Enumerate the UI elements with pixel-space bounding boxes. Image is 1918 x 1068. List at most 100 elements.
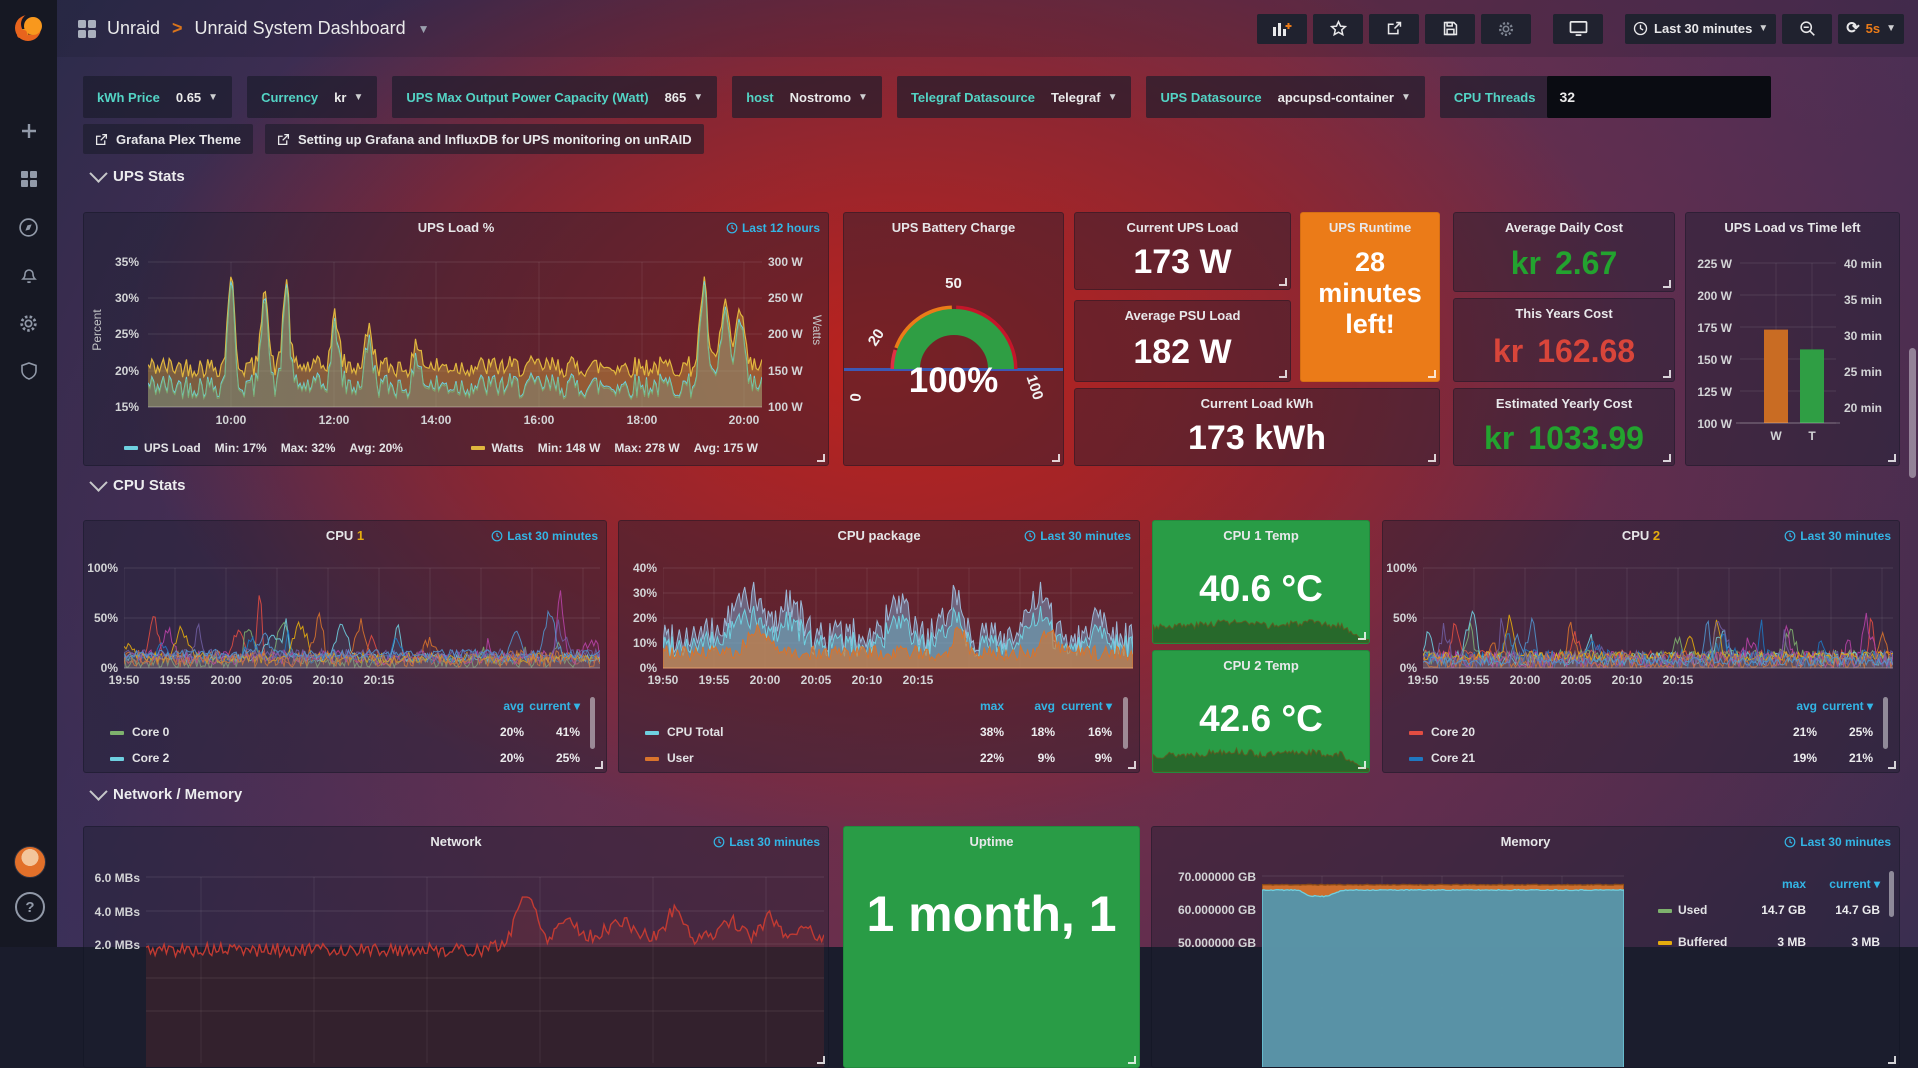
panel-title[interactable]: UPS Load %: [417, 220, 495, 235]
legend-header[interactable]: avg: [1796, 699, 1817, 713]
axis-tick: 100 W: [768, 400, 803, 414]
star-button[interactable]: [1313, 13, 1364, 44]
legend-series-name[interactable]: Core 2: [132, 751, 170, 765]
section-cpu-stats[interactable]: CPU Stats: [89, 473, 186, 494]
dashboard-grid-icon: [78, 19, 96, 38]
breadcrumb-root[interactable]: Unraid: [107, 18, 161, 38]
variable-ups-datasource[interactable]: UPS Datasource apcupsd-container ▼: [1146, 76, 1425, 118]
time-range-picker[interactable]: Last 30 minutes ▼: [1625, 13, 1777, 44]
panel-timerange[interactable]: Last 30 minutes: [491, 529, 598, 543]
axis-tick: 20%: [632, 611, 657, 625]
legend-header[interactable]: current ▾: [1822, 699, 1873, 713]
variable-telegraf-datasource[interactable]: Telegraf Datasource Telegraf ▼: [896, 76, 1132, 118]
legend-series-name[interactable]: Core 21: [1431, 751, 1476, 765]
page-title[interactable]: Unraid System Dashboard: [194, 18, 406, 38]
panel-title[interactable]: This Years Cost: [1515, 306, 1613, 321]
panel-timerange[interactable]: Last 30 minutes: [1784, 529, 1891, 543]
panel-title[interactable]: Average PSU Load: [1124, 308, 1241, 323]
panel-title[interactable]: CPU 2: [1621, 528, 1661, 543]
axis-tick: 30%: [114, 291, 139, 305]
axis-tick: 14:00: [420, 413, 452, 427]
cpu-threads-input[interactable]: [1547, 76, 1772, 118]
share-button[interactable]: [1369, 13, 1420, 44]
legend-header[interactable]: avg: [503, 699, 524, 713]
legend-series-name[interactable]: User: [667, 751, 694, 765]
panel-title[interactable]: UPS Load vs Time left: [1724, 220, 1861, 235]
save-button[interactable]: [1425, 13, 1476, 44]
explore-compass-icon[interactable]: [0, 208, 57, 246]
panel-title[interactable]: CPU 2 Temp: [1223, 658, 1299, 673]
panel-timerange[interactable]: Last 30 minutes: [1784, 835, 1891, 849]
configuration-gear-icon[interactable]: [0, 304, 57, 342]
panel-timerange[interactable]: Last 30 minutes: [713, 835, 820, 849]
panel-title[interactable]: Estimated Yearly Cost: [1495, 396, 1633, 411]
panel-title[interactable]: UPS Runtime: [1328, 220, 1412, 235]
tv-kiosk-button[interactable]: [1553, 13, 1604, 44]
legend-series-name[interactable]: CPU Total: [667, 725, 724, 739]
panel-title[interactable]: UPS Battery Charge: [891, 220, 1016, 235]
panel-title[interactable]: CPU 1: [325, 528, 365, 543]
legend-scrollbar[interactable]: [590, 697, 595, 749]
legend-series-name[interactable]: UPS Load: [144, 441, 201, 455]
stat-value: 28 minutes left!: [1318, 247, 1422, 340]
variable-ups-max-output[interactable]: UPS Max Output Power Capacity (Watt) 865…: [392, 76, 718, 118]
variable-kwh-price[interactable]: kWh Price 0.65 ▼: [83, 76, 233, 118]
battery-gauge: 50 20 0 100: [844, 213, 1063, 465]
legend-swatch: [1658, 909, 1672, 913]
grafana-logo-icon[interactable]: [9, 8, 47, 46]
panel-title[interactable]: Uptime: [969, 834, 1014, 849]
legend-header[interactable]: current ▾: [529, 699, 580, 713]
variable-currency[interactable]: Currency kr ▼: [247, 76, 378, 118]
alerting-bell-icon[interactable]: [0, 256, 57, 294]
help-question-icon[interactable]: ?: [15, 892, 45, 922]
legend-scrollbar[interactable]: [1889, 871, 1894, 917]
dashboards-grid-icon[interactable]: [0, 160, 57, 198]
settings-gear-icon[interactable]: [1481, 13, 1532, 44]
variable-host[interactable]: host Nostromo ▼: [732, 76, 882, 118]
legend-header[interactable]: max: [979, 699, 1004, 713]
zoom-out-button[interactable]: [1782, 13, 1833, 44]
legend-header[interactable]: current ▾: [1061, 699, 1112, 713]
clock-icon: [713, 836, 725, 848]
panel-title[interactable]: Current Load kWh: [1200, 396, 1314, 411]
axis-tick: 25%: [114, 327, 139, 341]
legend-series-name[interactable]: Watts: [491, 441, 524, 455]
chevron-down-icon: [89, 782, 108, 801]
user-avatar[interactable]: [14, 846, 46, 878]
link-ups-monitoring-guide[interactable]: Setting up Grafana and InfluxDB for UPS …: [265, 124, 704, 154]
refresh-button[interactable]: ⟳ 5s ▼: [1838, 13, 1904, 44]
panel-title[interactable]: CPU 1 Temp: [1223, 528, 1299, 543]
refresh-interval[interactable]: 5s: [1865, 21, 1881, 36]
legend-header[interactable]: avg: [1034, 699, 1055, 713]
axis-tick: 15%: [114, 400, 139, 414]
panel-title[interactable]: Memory: [1500, 834, 1551, 849]
section-network-memory[interactable]: Network / Memory: [89, 782, 242, 803]
legend-series-name[interactable]: Buffered: [1678, 935, 1728, 949]
legend-series-name[interactable]: Core 0: [132, 725, 170, 739]
legend-header[interactable]: current ▾: [1829, 877, 1880, 891]
panel-title[interactable]: CPU package: [837, 528, 921, 543]
legend-header[interactable]: max: [1781, 877, 1806, 891]
legend-value: 19%: [1792, 751, 1817, 765]
legend-scrollbar[interactable]: [1883, 697, 1888, 749]
breadcrumb[interactable]: Unraid > Unraid System Dashboard ▼: [57, 18, 430, 39]
legend-series-name[interactable]: Core 20: [1431, 725, 1476, 739]
page-scrollbar[interactable]: [1909, 348, 1916, 478]
panel-title[interactable]: Current UPS Load: [1126, 220, 1239, 235]
link-grafana-plex-theme[interactable]: Grafana Plex Theme: [83, 124, 253, 154]
add-panel-button[interactable]: [1257, 13, 1308, 44]
panel-title[interactable]: Network: [430, 834, 482, 849]
axis-tick: 19:50: [108, 673, 140, 687]
legend-series-name[interactable]: Used: [1678, 903, 1708, 917]
chevron-down-icon[interactable]: ▼: [417, 21, 430, 36]
panel-title[interactable]: Average Daily Cost: [1504, 220, 1623, 235]
legend-value: 21%: [1792, 725, 1817, 739]
server-admin-shield-icon[interactable]: [0, 352, 57, 390]
panel-timerange[interactable]: Last 30 minutes: [1024, 529, 1131, 543]
legend-scrollbar[interactable]: [1123, 697, 1128, 749]
panel-timerange[interactable]: Last 12 hours: [726, 221, 820, 235]
create-plus-icon[interactable]: [0, 112, 57, 150]
section-ups-stats[interactable]: UPS Stats: [89, 164, 185, 185]
legend-swatch: [471, 446, 486, 450]
legend-stat: Min: 148 W: [537, 441, 601, 455]
